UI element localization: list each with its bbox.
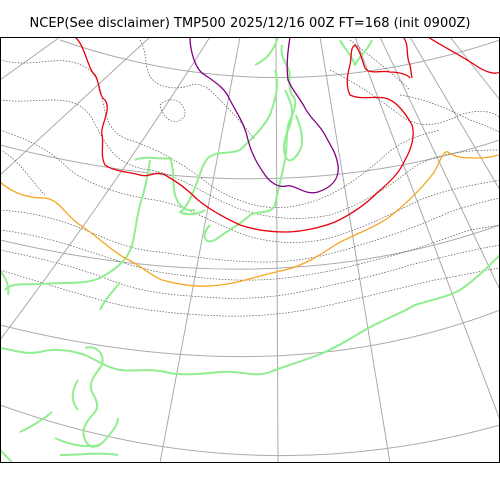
- map-frame: [0, 37, 500, 463]
- map-title: NCEP(See disclaimer) TMP500 2025/12/16 0…: [29, 16, 471, 31]
- coastline-france-north: [54, 437, 101, 448]
- isotherm-orange: [0, 151, 500, 287]
- graticule-longitude-lines: [0, 37, 500, 463]
- isotherm-red: [74, 37, 500, 233]
- coastline-svalbard: [339, 39, 373, 66]
- coastline-greenland: [179, 37, 297, 243]
- coastline-baffin-island: [282, 89, 304, 162]
- coastline-british-isles: [0, 346, 119, 463]
- isotherm-purple: [189, 37, 339, 194]
- coastline-europe-north: [0, 254, 500, 376]
- temperature-contours: [0, 39, 500, 317]
- coastline-canada-east: [0, 156, 196, 311]
- coastlines: [0, 37, 500, 463]
- graticule-latitude-lines: [0, 39, 500, 457]
